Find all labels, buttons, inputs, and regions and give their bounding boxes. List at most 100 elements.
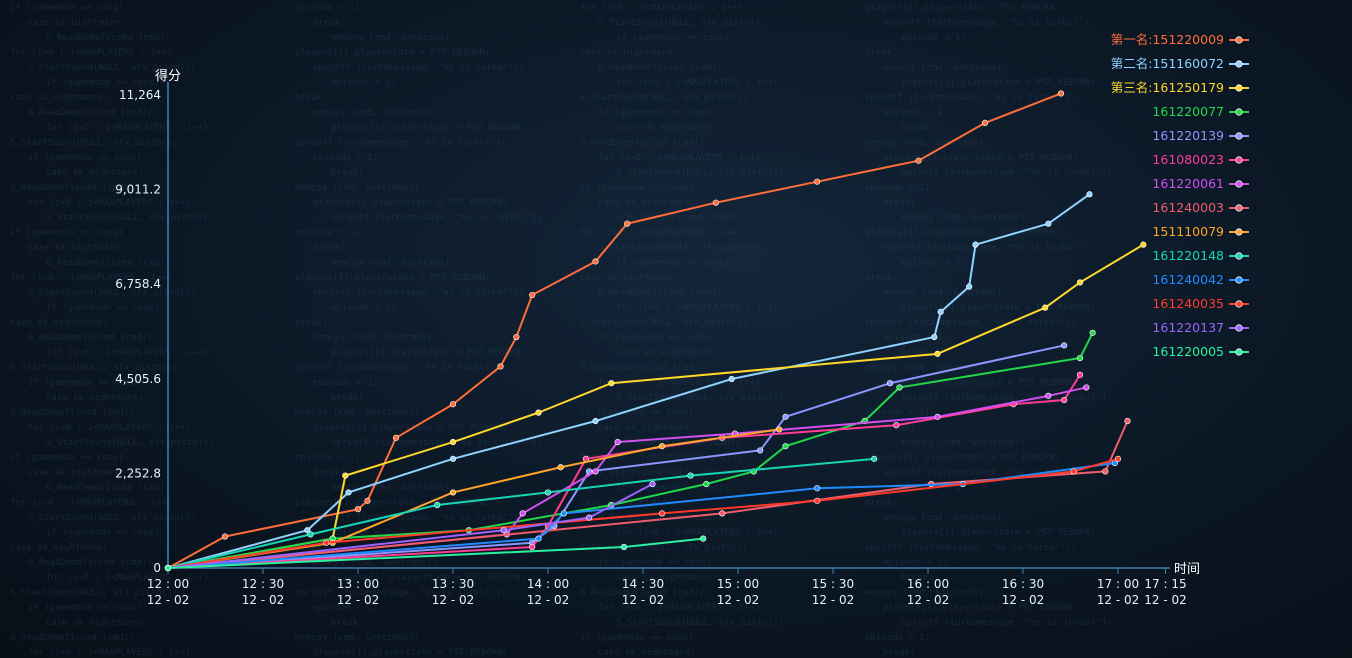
data-point[interactable] (1140, 241, 1147, 248)
data-point[interactable] (164, 564, 172, 572)
data-point[interactable] (500, 527, 507, 534)
data-point[interactable] (1102, 468, 1109, 475)
legend-item[interactable]: 161220148 (1152, 248, 1249, 263)
data-point[interactable] (307, 531, 314, 538)
legend-item[interactable]: 151110079 (1152, 224, 1249, 239)
data-point[interactable] (972, 241, 979, 248)
data-point[interactable] (1042, 304, 1049, 311)
data-point[interactable] (592, 468, 599, 475)
data-point[interactable] (703, 480, 710, 488)
data-point[interactable] (608, 380, 615, 387)
data-point[interactable] (1070, 468, 1077, 475)
data-point[interactable] (937, 308, 944, 315)
data-point[interactable] (592, 258, 599, 265)
data-point[interactable] (221, 533, 229, 540)
data-point[interactable] (449, 455, 457, 462)
data-point[interactable] (934, 350, 941, 357)
data-point[interactable] (719, 510, 726, 517)
data-point[interactable] (658, 510, 666, 517)
data-point[interactable] (560, 510, 567, 517)
legend-item[interactable]: 161220077 (1152, 104, 1249, 119)
data-point[interactable] (687, 472, 694, 479)
data-point[interactable] (1045, 220, 1052, 227)
background-code-line: players[i].playerstate = PST_REBORN; (865, 453, 1060, 463)
background-code-line: sprintf (turbomessage, "%s is turbo!"); (865, 318, 1076, 328)
data-point[interactable] (529, 543, 536, 551)
data-point[interactable] (893, 422, 900, 429)
data-point[interactable] (345, 489, 352, 496)
data-point[interactable] (364, 497, 371, 504)
data-point[interactable] (392, 434, 400, 441)
data-point[interactable] (1057, 90, 1065, 97)
data-point[interactable] (782, 443, 789, 450)
data-point[interactable] (304, 527, 311, 534)
data-point[interactable] (915, 157, 922, 164)
legend-item[interactable]: 161220061 (1152, 176, 1249, 191)
data-point[interactable] (700, 535, 707, 542)
legend-item[interactable]: 第三名:161250179 (1111, 80, 1249, 95)
data-point[interactable] (535, 409, 542, 416)
data-point[interactable] (814, 497, 821, 504)
data-point[interactable] (1089, 329, 1096, 336)
data-point[interactable] (776, 426, 783, 433)
legend-item[interactable]: 第二名:151160072 (1111, 56, 1249, 71)
data-point[interactable] (323, 539, 330, 546)
data-point[interactable] (449, 489, 457, 496)
data-point[interactable] (535, 535, 542, 542)
data-point[interactable] (712, 199, 719, 206)
data-point[interactable] (529, 291, 536, 299)
data-point[interactable] (814, 178, 821, 185)
background-code-line: if (gamemode == coop) (28, 603, 142, 613)
data-point[interactable] (519, 510, 526, 517)
data-point[interactable] (1114, 455, 1122, 462)
data-point[interactable] (1076, 371, 1084, 378)
data-point[interactable] (586, 514, 593, 521)
legend[interactable]: 第一名:151220009 第二名:151160072 第三名:161250179 1… (1111, 32, 1249, 359)
data-point[interactable] (592, 417, 599, 425)
data-point[interactable] (886, 380, 894, 387)
data-point[interactable] (1045, 392, 1052, 399)
data-point[interactable] (342, 472, 349, 479)
data-point[interactable] (649, 480, 656, 488)
data-point[interactable] (620, 543, 628, 551)
data-point[interactable] (658, 443, 666, 450)
data-point[interactable] (513, 333, 520, 341)
background-code-line: G_ReadDemoTiccmd (cmd); (46, 258, 171, 268)
data-point[interactable] (1061, 396, 1068, 404)
data-point[interactable] (1083, 384, 1090, 391)
data-point[interactable] (624, 220, 631, 227)
data-point[interactable] (931, 333, 938, 341)
background-code-line: case sk_nightmare: (46, 618, 144, 628)
legend-item[interactable]: 161240042 (1152, 272, 1249, 287)
data-point[interactable] (614, 438, 621, 446)
data-point[interactable] (896, 384, 903, 391)
data-point[interactable] (1076, 354, 1084, 362)
legend-item[interactable]: 161080023 (1152, 152, 1249, 167)
legend-item[interactable]: 161240035 (1152, 296, 1249, 311)
data-point[interactable] (757, 447, 764, 454)
legend-item[interactable]: 161220005 (1152, 344, 1249, 359)
data-point[interactable] (557, 464, 564, 471)
data-point[interactable] (728, 375, 735, 383)
data-point[interactable] (871, 455, 878, 462)
legend-item[interactable]: 161240003 (1152, 200, 1249, 215)
data-point[interactable] (434, 501, 441, 509)
data-point[interactable] (966, 283, 973, 290)
data-point[interactable] (1086, 191, 1093, 198)
data-point[interactable] (544, 489, 552, 496)
data-point[interactable] (782, 413, 789, 420)
data-point[interactable] (934, 413, 941, 420)
data-point[interactable] (449, 401, 457, 408)
legend-item[interactable]: 161220137 (1152, 320, 1249, 335)
data-point[interactable] (1124, 417, 1131, 425)
background-code-line: case sk_nightmare: (28, 468, 126, 478)
data-point[interactable] (1076, 279, 1084, 286)
legend-item[interactable]: 161220139 (1152, 128, 1249, 143)
data-point[interactable] (354, 506, 362, 513)
data-point[interactable] (981, 119, 989, 126)
data-point[interactable] (497, 363, 504, 370)
data-point[interactable] (449, 438, 457, 446)
data-point[interactable] (814, 485, 821, 492)
legend-item[interactable]: 第一名:151220009 (1111, 32, 1249, 47)
data-point[interactable] (1061, 342, 1068, 349)
